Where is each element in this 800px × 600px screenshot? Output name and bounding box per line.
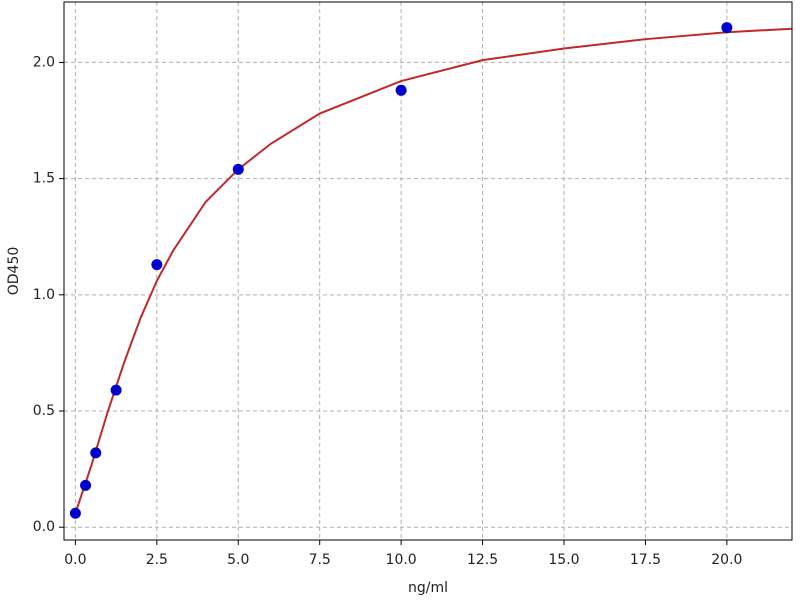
data-point xyxy=(69,507,81,519)
data-point xyxy=(80,479,92,491)
y-tick-label: 1.5 xyxy=(33,171,55,187)
x-tick-label: 15.0 xyxy=(548,552,579,568)
x-tick-label: 17.5 xyxy=(630,552,661,568)
data-point xyxy=(151,259,163,271)
x-tick-label: 5.0 xyxy=(227,552,249,568)
x-tick-label: 0.0 xyxy=(64,552,86,568)
data-point xyxy=(721,22,733,34)
y-tick-label: 2.0 xyxy=(33,54,55,70)
x-tick-label: 20.0 xyxy=(711,552,742,568)
plot-frame xyxy=(63,1,793,541)
x-axis-label: ng/ml xyxy=(408,580,448,596)
data-point xyxy=(395,84,407,96)
x-tick-label: 10.0 xyxy=(386,552,417,568)
x-tick-label: 2.5 xyxy=(146,552,168,568)
data-point xyxy=(232,163,244,175)
y-tick-label: 0.0 xyxy=(33,519,55,535)
data-point xyxy=(110,384,122,396)
x-tick-label: 7.5 xyxy=(309,552,331,568)
data-point xyxy=(90,447,102,459)
x-tick-label: 12.5 xyxy=(467,552,498,568)
y-tick-label: 1.0 xyxy=(33,287,55,303)
y-tick-label: 0.5 xyxy=(33,403,55,419)
y-axis-label: OD450 xyxy=(6,247,22,296)
